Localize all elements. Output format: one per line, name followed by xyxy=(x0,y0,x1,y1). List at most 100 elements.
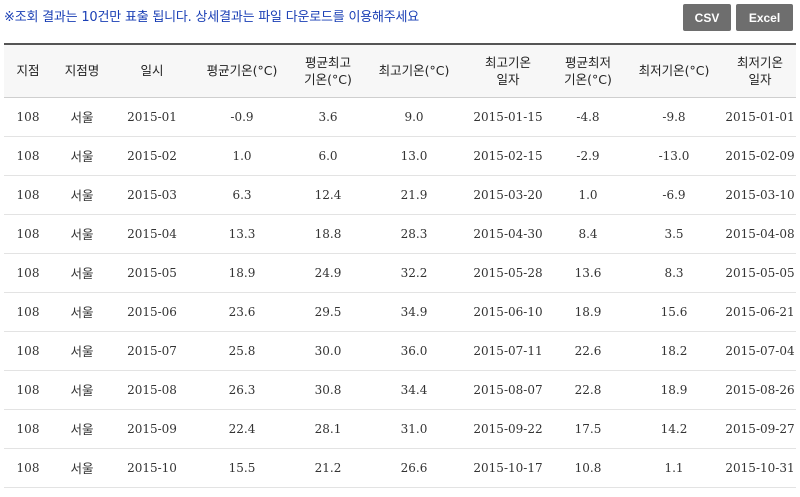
col-avg-temp-cell: 23.6 xyxy=(192,292,292,332)
col-station-id-cell: 108 xyxy=(4,214,52,254)
csv-download-button[interactable]: CSV xyxy=(683,4,731,31)
header-label: 평균최저 xyxy=(564,54,611,70)
col-station-id-cell: 108 xyxy=(4,292,52,332)
col-min-temp-date-cell: 2015-08-26 xyxy=(724,370,796,410)
col-date-cell: 2015-08 xyxy=(112,370,192,410)
col-min-temp-date-header: 최저기온 일자 xyxy=(724,43,796,98)
col-avg-temp-header: 평균기온(°C) xyxy=(192,43,292,98)
col-avg-min-temp-cell: -4.8 xyxy=(552,97,624,137)
col-avg-max-temp-cell: 28.1 xyxy=(292,409,364,449)
col-max-temp-date-header: 최고기온 일자 xyxy=(464,43,552,98)
col-avg-temp-cell: 25.8 xyxy=(192,331,292,371)
col-avg-max-temp-cell: 6.0 xyxy=(292,136,364,176)
col-max-temp-date-cell: 2015-07-11 xyxy=(464,331,552,371)
col-date-cell: 2015-02 xyxy=(112,136,192,176)
header-label: 기온(°C) xyxy=(564,71,612,87)
table-row: 108 서울 2015-05 18.9 24.9 32.2 2015-05-28 13.6 8.… xyxy=(4,253,796,293)
col-min-temp-date-cell: 2015-02-09 xyxy=(724,136,796,176)
col-avg-temp-cell: -0.9 xyxy=(192,97,292,137)
col-date-cell: 2015-06 xyxy=(112,292,192,332)
table-row: 108 서울 2015-10 15.5 21.2 26.6 2015-10-17 10.8 1.… xyxy=(4,448,796,488)
col-station-name-cell: 서울 xyxy=(52,214,112,254)
header-label: 최저기온(°C) xyxy=(638,63,710,79)
col-max-temp-date-cell: 2015-10-17 xyxy=(464,448,552,488)
col-station-name-cell: 서울 xyxy=(52,136,112,176)
header-label: 최고기온(°C) xyxy=(378,63,450,79)
col-max-temp-date-cell: 2015-05-28 xyxy=(464,253,552,293)
col-min-temp-date-cell: 2015-09-27 xyxy=(724,409,796,449)
header-label: 일자 xyxy=(748,71,772,87)
table-row: 108 서울 2015-07 25.8 30.0 36.0 2015-07-11 22.6 18… xyxy=(4,331,796,371)
col-min-temp-cell: 18.2 xyxy=(624,331,724,371)
col-max-temp-cell: 36.0 xyxy=(364,331,464,371)
col-min-temp-header: 최저기온(°C) xyxy=(624,43,724,98)
col-max-temp-cell: 31.0 xyxy=(364,409,464,449)
col-date-header: 일시 xyxy=(112,43,192,98)
col-max-temp-cell: 9.0 xyxy=(364,97,464,137)
col-avg-min-temp-cell: -2.9 xyxy=(552,136,624,176)
col-max-temp-cell: 26.6 xyxy=(364,448,464,488)
col-min-temp-date-cell: 2015-10-31 xyxy=(724,448,796,488)
table-row: 108 서울 2015-08 26.3 30.8 34.4 2015-08-07 22.8 18… xyxy=(4,370,796,410)
col-min-temp-cell: 3.5 xyxy=(624,214,724,254)
col-avg-max-temp-cell: 12.4 xyxy=(292,175,364,215)
col-avg-min-temp-cell: 17.5 xyxy=(552,409,624,449)
col-avg-temp-cell: 22.4 xyxy=(192,409,292,449)
col-max-temp-cell: 13.0 xyxy=(364,136,464,176)
col-max-temp-date-cell: 2015-01-15 xyxy=(464,97,552,137)
col-max-temp-date-cell: 2015-02-15 xyxy=(464,136,552,176)
col-avg-temp-cell: 18.9 xyxy=(192,253,292,293)
header-label: 기온(°C) xyxy=(304,71,352,87)
header-label: 최고기온 xyxy=(484,54,531,70)
col-station-name-cell: 서울 xyxy=(52,253,112,293)
col-min-temp-cell: 1.1 xyxy=(624,448,724,488)
table-body: 108 서울 2015-01 -0.9 3.6 9.0 2015-01-15 -4.8 -9.8… xyxy=(4,97,796,488)
col-station-id-header: 지점 xyxy=(4,43,52,98)
col-avg-min-temp-header: 평균최저 기온(°C) xyxy=(552,43,624,98)
col-avg-min-temp-cell: 18.9 xyxy=(552,292,624,332)
col-min-temp-cell: 8.3 xyxy=(624,253,724,293)
col-avg-max-temp-cell: 30.0 xyxy=(292,331,364,371)
col-max-temp-date-cell: 2015-06-10 xyxy=(464,292,552,332)
col-station-name-header: 지점명 xyxy=(52,43,112,98)
excel-download-button[interactable]: Excel xyxy=(736,4,793,31)
col-min-temp-date-cell: 2015-05-05 xyxy=(724,253,796,293)
col-date-cell: 2015-03 xyxy=(112,175,192,215)
col-station-name-cell: 서울 xyxy=(52,448,112,488)
col-station-name-cell: 서울 xyxy=(52,97,112,137)
col-station-name-cell: 서울 xyxy=(52,292,112,332)
col-min-temp-cell: 15.6 xyxy=(624,292,724,332)
col-max-temp-cell: 34.4 xyxy=(364,370,464,410)
result-limit-notice: ※조회 결과는 10건만 표출 됩니다. 상세결과는 파일 다운로드를 이용해주… xyxy=(4,10,420,25)
col-station-name-cell: 서울 xyxy=(52,331,112,371)
col-avg-max-temp-cell: 24.9 xyxy=(292,253,364,293)
header-label: 평균최고 xyxy=(304,54,351,70)
table-row: 108 서울 2015-02 1.0 6.0 13.0 2015-02-15 -2.9 -13.… xyxy=(4,136,796,176)
col-date-cell: 2015-01 xyxy=(112,97,192,137)
header-label: 지점명 xyxy=(64,63,100,79)
col-min-temp-date-cell: 2015-07-04 xyxy=(724,331,796,371)
col-avg-max-temp-cell: 3.6 xyxy=(292,97,364,137)
col-avg-max-temp-cell: 30.8 xyxy=(292,370,364,410)
col-max-temp-cell: 32.2 xyxy=(364,253,464,293)
col-avg-max-temp-cell: 18.8 xyxy=(292,214,364,254)
col-min-temp-cell: -6.9 xyxy=(624,175,724,215)
col-min-temp-cell: -13.0 xyxy=(624,136,724,176)
col-date-cell: 2015-10 xyxy=(112,448,192,488)
table-row: 108 서울 2015-06 23.6 29.5 34.9 2015-06-10 18.9 15… xyxy=(4,292,796,332)
col-max-temp-cell: 28.3 xyxy=(364,214,464,254)
col-station-id-cell: 108 xyxy=(4,409,52,449)
col-min-temp-cell: -9.8 xyxy=(624,97,724,137)
col-min-temp-date-cell: 2015-01-01 xyxy=(724,97,796,137)
col-avg-max-temp-header: 평균최고 기온(°C) xyxy=(292,43,364,98)
col-avg-max-temp-cell: 29.5 xyxy=(292,292,364,332)
col-avg-min-temp-cell: 13.6 xyxy=(552,253,624,293)
col-max-temp-header: 최고기온(°C) xyxy=(364,43,464,98)
col-date-cell: 2015-05 xyxy=(112,253,192,293)
col-avg-temp-cell: 13.3 xyxy=(192,214,292,254)
col-avg-max-temp-cell: 21.2 xyxy=(292,448,364,488)
table-header-row: 지점 지점명 일시 평균기온(°C) 평균최고 기온(°C) 최고기온(°C) 최고기온 일자 평… xyxy=(4,43,796,98)
col-station-id-cell: 108 xyxy=(4,253,52,293)
header-label: 일시 xyxy=(140,63,164,79)
col-max-temp-date-cell: 2015-03-20 xyxy=(464,175,552,215)
